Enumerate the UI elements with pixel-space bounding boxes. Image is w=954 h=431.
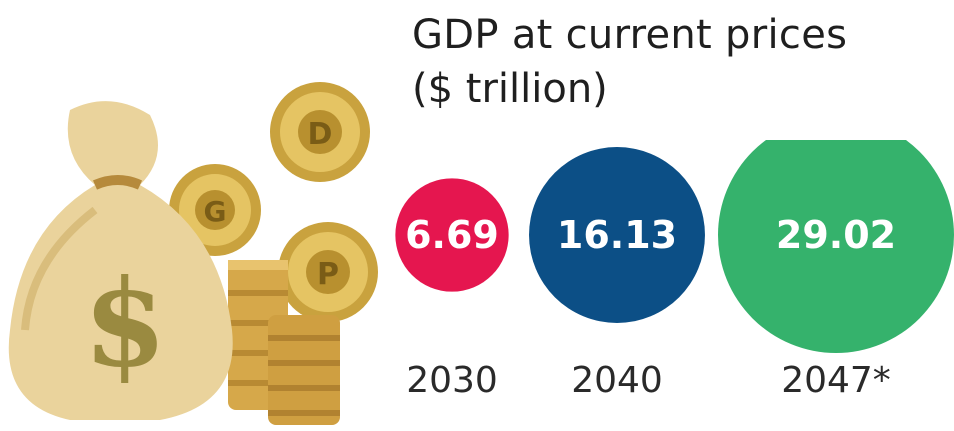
dollar-symbol: $ [83, 253, 167, 394]
value-label-2047: 29.02 [776, 213, 896, 257]
gdp-bubble-chart: 6.69 2030 16.13 2040 29.02 2047* [380, 140, 954, 431]
gear-letter-d: D [308, 117, 333, 152]
gear-letter-g: G [204, 195, 227, 228]
gear-letter-p: P [317, 257, 339, 292]
bubble-2040 [529, 147, 705, 323]
chart-subtitle: ($ trillion) [412, 66, 608, 112]
money-bag-with-gears-icon: D G P [8, 82, 378, 425]
chart-title-block: GDP at current prices ($ trillion) [412, 8, 847, 116]
bubble-2047 [718, 140, 954, 353]
category-label-2040: 2040 [571, 360, 663, 401]
category-label-2030: 2030 [406, 360, 498, 401]
chart-title: GDP at current prices [412, 12, 848, 58]
money-bag-illustration: D G P [0, 60, 400, 431]
gear-d-icon: D [270, 82, 370, 182]
bubble-2030 [395, 178, 509, 292]
value-label-2040: 16.13 [557, 213, 677, 257]
chart-svg: 6.69 2030 16.13 2040 29.02 2047* [395, 140, 954, 401]
value-label-2030: 6.69 [405, 213, 499, 257]
gear-p-icon: P [278, 222, 378, 322]
coin-stack-icon [228, 260, 340, 425]
category-label-2047: 2047* [781, 360, 891, 401]
money-bag-icon: $ [8, 101, 233, 420]
